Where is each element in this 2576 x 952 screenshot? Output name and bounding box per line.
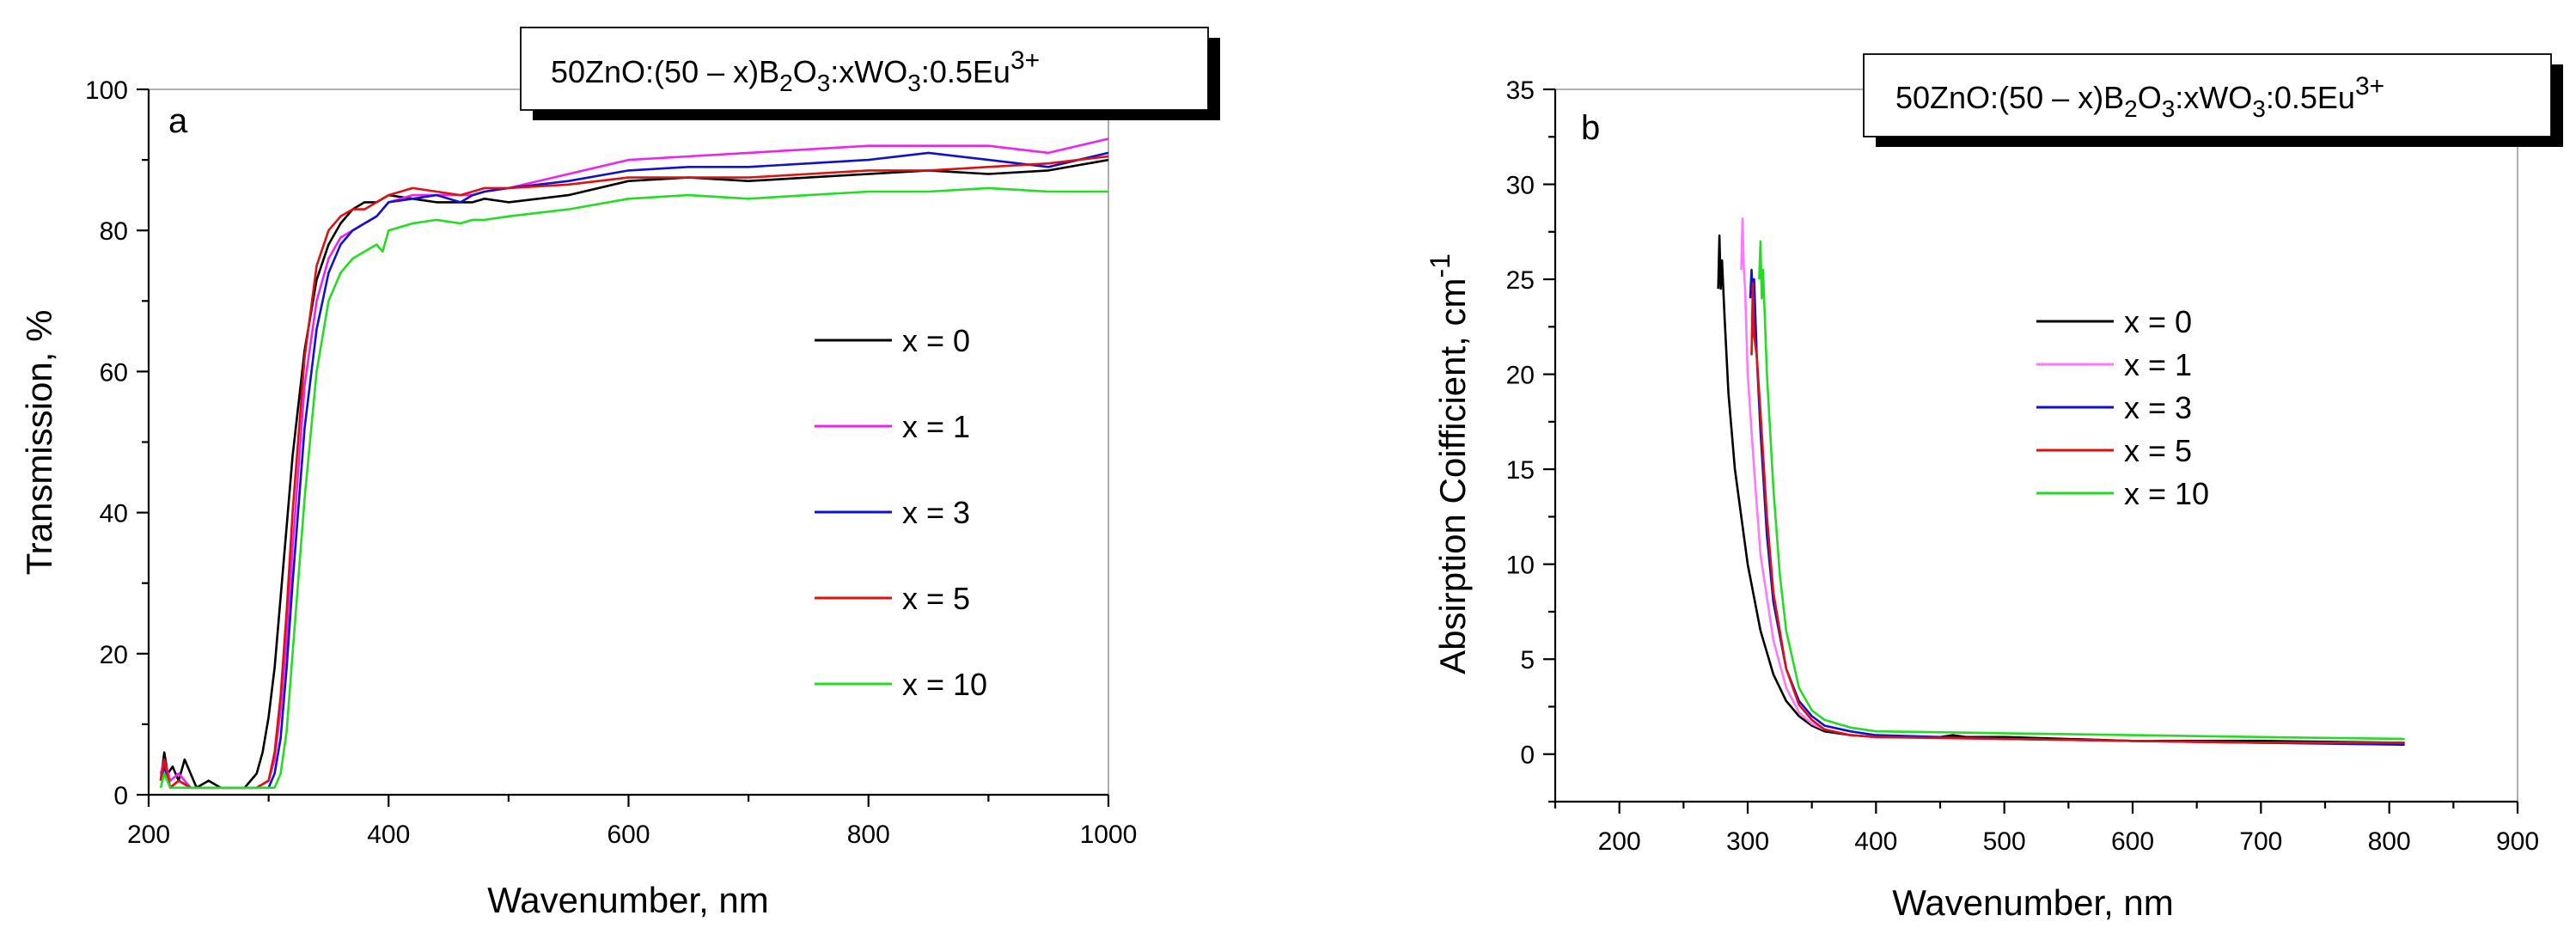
panel-b-absorption-chart: 200 300 400 500 600 700 800 900 0 5 10 15 20 25 30 35 b… [1425, 53, 2563, 923]
panel-b-title-mid1: O [2138, 80, 2162, 115]
panel-b-title-mid2: :xWO [2175, 80, 2252, 115]
panel-a-title-prefix: 50ZnO:(50 – x)B [551, 54, 779, 89]
legend-label: x = 10 [2124, 476, 2209, 511]
y-tick-label: 30 [1506, 172, 1535, 200]
panel-a-title: 50ZnO:(50 – x)B2O3:xWO3:0.5Eu3+ [551, 46, 1040, 96]
legend-label: x = 1 [2124, 347, 2192, 382]
y-tick-label: 0 [113, 782, 128, 810]
x-tick-label: 200 [1598, 827, 1641, 856]
series-line-x-10 [159, 186, 1108, 790]
panel-b-x-axis-title: Wavenumber, nm [1892, 882, 2174, 923]
legend-label: x = 1 [902, 409, 970, 444]
panel-b-title-prefix: 50ZnO:(50 – x)B [1895, 80, 2124, 115]
legend-label: x = 10 [902, 667, 987, 702]
panel-b-y-axis-title-sup: -1 [1425, 253, 1456, 278]
legend-label: x = 0 [902, 323, 970, 358]
panel-a-title-mid3: :0.5Eu [921, 54, 1010, 89]
panel-a-title-mid1: O [793, 54, 817, 89]
panel-a-series-group [159, 137, 1109, 790]
legend-label: x = 5 [902, 581, 970, 616]
panel-b-ticks: 200 300 400 500 600 700 800 900 0 5 10 15 20 25 30 35 [1506, 76, 2539, 856]
series-line-x-10 [1758, 240, 2405, 741]
panel-b-title-mid3: :0.5Eu [2266, 80, 2355, 115]
x-tick-label: 900 [2496, 827, 2539, 856]
panel-b-title: 50ZnO:(50 – x)B2O3:xWO3:0.5Eu3+ [1895, 72, 2384, 122]
x-tick-label: 700 [2239, 827, 2282, 856]
legend-label: x = 3 [902, 495, 970, 530]
panel-b-y-axis-title-text: Absirption Coifficient, cm [1432, 278, 1473, 674]
y-tick-label: 35 [1506, 76, 1535, 105]
panel-a-title-box [520, 27, 1209, 111]
panel-b-title-sub3: 3 [2252, 95, 2266, 122]
x-tick-label: 400 [367, 821, 410, 849]
y-tick-label: 15 [1506, 456, 1535, 485]
panel-b-title-sub2: 3 [2162, 95, 2176, 122]
legend-label: x = 0 [2124, 304, 2192, 339]
panel-b-label: b [1581, 109, 1600, 147]
legend-label: x = 3 [2124, 390, 2192, 425]
x-tick-label: 400 [1854, 827, 1897, 856]
y-tick-label: 80 [100, 217, 128, 246]
y-tick-label: 60 [100, 358, 128, 387]
panel-b-series-group [1717, 217, 2405, 746]
panel-a-legend: x = 0 x = 1 x = 3 x = 5 x = 10 [815, 323, 987, 702]
y-tick-label: 10 [1506, 552, 1535, 580]
x-tick-label: 500 [1983, 827, 2026, 856]
y-tick-label: 40 [100, 500, 128, 528]
panel-a-title-sub3: 3 [907, 70, 921, 96]
panel-a-x-axis-title: Wavenumber, nm [487, 880, 769, 920]
panel-b-legend: x = 0 x = 1 x = 3 x = 5 x = 10 [2036, 304, 2209, 511]
series-line-x-0 [1717, 234, 2405, 744]
panel-a-transmission-chart: 200 400 600 800 1000 0 20 40 60 80 100 a Wavenumbe… [19, 27, 1220, 920]
x-tick-label: 800 [2368, 827, 2411, 856]
x-tick-label: 800 [847, 821, 890, 849]
x-tick-label: 600 [2111, 827, 2154, 856]
series-line-x-5 [1750, 282, 2405, 744]
x-tick-label: 600 [607, 821, 650, 849]
panel-b-title-sub1: 2 [2124, 95, 2138, 122]
series-line-x-3 [1749, 268, 2405, 746]
panel-a-title-sup: 3+ [1010, 46, 1040, 75]
x-tick-label: 1000 [1080, 821, 1138, 849]
panel-b-y-axis-title: Absirption Coifficient, cm-1 [1425, 253, 1473, 674]
y-tick-label: 20 [100, 641, 128, 669]
panel-a-y-axis-title: Transmission, % [19, 310, 59, 576]
panel-a-title-mid2: :xWO [830, 54, 907, 89]
panel-a-title-sub2: 3 [817, 70, 831, 96]
panel-b-title-box [1863, 53, 2552, 137]
y-tick-label: 25 [1506, 266, 1535, 295]
x-tick-label: 300 [1726, 827, 1769, 856]
y-tick-label: 5 [1520, 646, 1535, 674]
y-tick-label: 20 [1506, 362, 1535, 390]
y-tick-label: 0 [1520, 741, 1535, 770]
panel-a-title-sub1: 2 [779, 70, 793, 96]
panel-b-title-sup: 3+ [2355, 72, 2384, 101]
x-tick-label: 200 [127, 821, 170, 849]
legend-label: x = 5 [2124, 433, 2192, 468]
panel-a-ticks: 200 400 600 800 1000 0 20 40 60 80 100 [85, 76, 1137, 849]
y-tick-label: 100 [85, 76, 128, 105]
panel-a-label: a [168, 102, 188, 140]
series-line-x-1 [1740, 217, 2405, 744]
